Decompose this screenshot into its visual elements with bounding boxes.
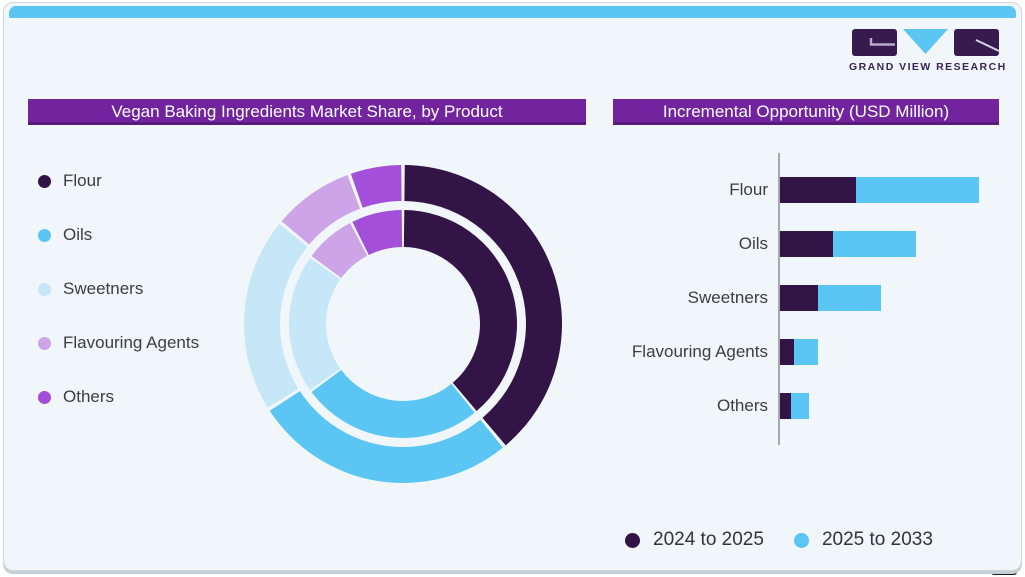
bar-track: [780, 285, 881, 311]
bar-chart-title: Incremental Opportunity (USD Million): [613, 99, 999, 125]
donut-slice-outer-others: [350, 165, 402, 208]
legend-item-oils: Oils: [38, 221, 199, 249]
donut-slice-inner-others: [352, 210, 403, 255]
bar-segment-2024-to-2025: [780, 285, 818, 311]
bar-row-sweetners: Sweetners: [613, 285, 1019, 311]
bar-segment-2025-to-2033: [794, 339, 818, 365]
legend-color-dot: [625, 532, 640, 548]
bar-label: Oils: [738, 234, 768, 253]
legend-label: Others: [63, 387, 115, 406]
bar-segment-2024-to-2025: [780, 393, 791, 419]
bar-label: Sweetners: [687, 288, 768, 307]
bar-segment-2025-to-2033: [791, 393, 809, 419]
legend-item-2025-to-2033: 2025 to 2033: [793, 527, 933, 553]
donut-slice-outer-sweetners: [243, 224, 308, 408]
legend-label: Oils: [63, 225, 93, 244]
top-accent-bar: [9, 6, 1016, 18]
bar-row-others: Others: [613, 393, 1019, 419]
gvr-logo-icon: [852, 29, 999, 56]
logo-r-glyph: [975, 39, 999, 52]
bar-track: [780, 339, 818, 365]
legend-color-dot: [38, 336, 51, 350]
legend-label: Sweetners: [63, 279, 144, 298]
bar-segment-2025-to-2033: [833, 231, 916, 257]
donut-slice-inner-flavouring-agents: [311, 223, 368, 279]
legend-color-dot: [38, 390, 51, 404]
bar-row-oils: Oils: [613, 231, 1019, 257]
bar-segment-2025-to-2033: [818, 285, 881, 311]
legend-label: 2025 to 2033: [821, 529, 933, 550]
donut-slice-outer-oils: [269, 391, 503, 483]
legend-label: Flavouring Agents: [63, 333, 200, 352]
bar-track: [780, 231, 916, 257]
bar-chart-axis: [778, 153, 780, 445]
gvr-logo-text: GRAND VIEW RESEARCH: [849, 61, 1007, 73]
logo-r-block: [954, 29, 999, 56]
legend-color-dot: [38, 282, 51, 296]
donut-slice-outer-flavouring-agents: [281, 175, 361, 245]
bar-chart-legend: 2024 to 2025 2025 to 2033: [625, 527, 933, 553]
legend-item-flour: Flour: [38, 167, 199, 195]
bar-label: Others: [716, 396, 768, 415]
donut-slice-outer-flour: [404, 165, 562, 446]
donut-chart-title: Vegan Baking Ingredients Market Share, b…: [28, 99, 586, 125]
bar-label: Flour: [729, 180, 768, 199]
legend-label: Flour: [63, 171, 102, 190]
logo-g-block: [852, 29, 897, 56]
legend-item-flavouring-agents: Flavouring Agents: [38, 329, 199, 357]
bar-row-flour: Flour: [613, 177, 1019, 203]
legend-item-others: Others: [38, 383, 199, 411]
legend-color-dot: [38, 174, 51, 188]
logo-g-glyph: [869, 38, 895, 46]
bar-track: [780, 393, 809, 419]
bar-segment-2025-to-2033: [856, 177, 979, 203]
legend-color-dot: [793, 532, 809, 548]
logo-v-triangle: [903, 29, 948, 54]
legend-item-sweetners: Sweetners: [38, 275, 199, 303]
donut-slice-inner-oils: [311, 369, 475, 439]
gvr-logo: GRAND VIEW RESEARCH: [849, 27, 1007, 73]
infographic-card: GRAND VIEW RESEARCH Vegan Baking Ingredi…: [3, 2, 1022, 571]
donut-legend: Flour Oils Sweetners Flavouring Agents O…: [38, 167, 199, 411]
donut-chart: [243, 165, 562, 483]
bar-track: [780, 177, 979, 203]
bar-segment-2024-to-2025: [780, 231, 833, 257]
legend-label: 2024 to 2025: [653, 529, 764, 550]
legend-item-2024-to-2025: 2024 to 2025: [625, 527, 764, 553]
bar-segment-2024-to-2025: [780, 177, 856, 203]
bar-chart: Flour Oils Sweetners: [613, 151, 1019, 451]
donut-slice-inner-flour: [403, 210, 518, 412]
bar-label: Flavouring Agents: [631, 342, 768, 361]
bar-segment-2024-to-2025: [780, 339, 794, 365]
bar-row-flavouring-agents: Flavouring Agents: [613, 339, 1019, 365]
legend-color-dot: [38, 228, 51, 242]
donut-slice-inner-sweetners: [289, 258, 341, 390]
